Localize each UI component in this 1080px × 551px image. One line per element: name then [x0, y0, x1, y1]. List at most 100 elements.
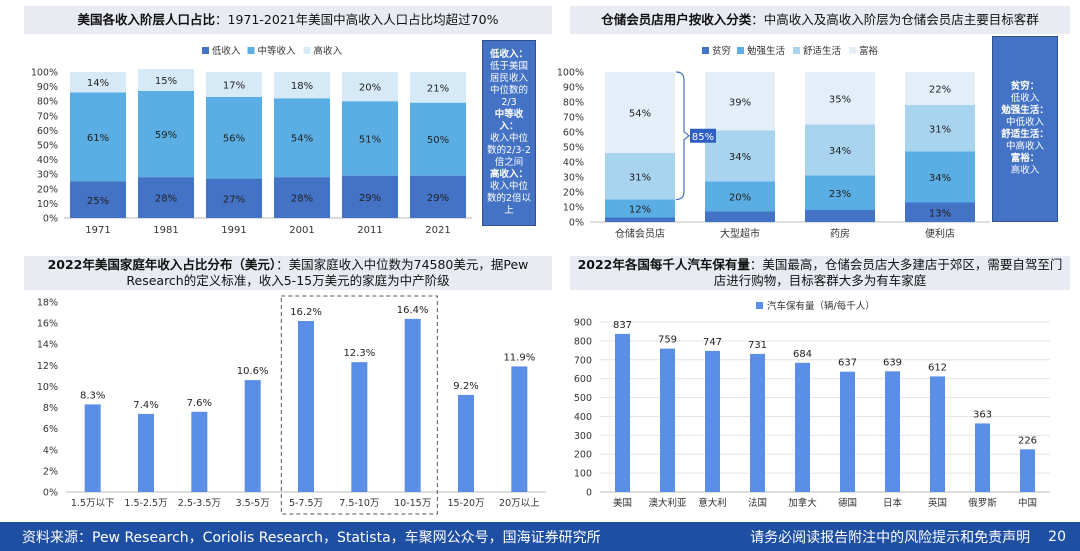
bar-segment: [70, 92, 126, 182]
p4-title-rest: ：美国最高，仓储会员店大多建店于郊区，需要自驾至门店进行购物，目标客群大多为有车…: [713, 257, 1063, 288]
data-label: 39%: [729, 97, 751, 108]
x-tick-label: 20万以上: [499, 498, 540, 509]
bar-segment: [410, 102, 466, 176]
bar: [705, 350, 720, 492]
bar: [660, 348, 675, 492]
data-label: 31%: [929, 124, 951, 135]
bar-segment: [705, 72, 775, 131]
y-tick-label: 500: [574, 393, 592, 404]
p1-title-bold: 美国各收入阶层人口占比: [77, 12, 216, 27]
p3-title-bold: 2022年美国家庭年收入占比分布（美元）: [47, 257, 277, 272]
p1-note-body: 低于美国居民收入中位数的2/3: [489, 61, 528, 108]
data-label: 20%: [359, 83, 381, 94]
data-label: 25%: [87, 196, 109, 207]
bar-segment: [605, 217, 675, 222]
bracket-label-bg: [690, 128, 716, 143]
x-tick-label: 2011: [357, 225, 382, 236]
y-tick-label: 16%: [37, 319, 58, 330]
page-number: 20: [1048, 528, 1066, 545]
bar-segment: [70, 72, 126, 93]
bar-segment: [605, 72, 675, 153]
data-label: 17%: [223, 80, 245, 91]
bar: [298, 321, 314, 492]
bar: [191, 411, 208, 492]
bar-segment: [410, 175, 466, 218]
bar: [840, 371, 855, 492]
x-tick-label: 1.5万以下: [71, 498, 115, 509]
data-label: 226: [1018, 435, 1037, 446]
y-tick-label: 4%: [43, 445, 58, 456]
bar: [138, 413, 154, 492]
legend-swatch: [849, 47, 856, 54]
p1-note: 低收入： 低于美国居民收入中位数的2/3 中等收入： 收入中位数的2/3-2倍之间 高收…: [482, 40, 536, 226]
bar-segment: [274, 72, 330, 99]
x-tick-label: 大型超市: [720, 227, 760, 240]
y-tick-label: 20%: [563, 188, 584, 199]
data-label: 50%: [427, 135, 449, 146]
y-tick-label: 100: [574, 469, 592, 480]
bar-segment: [805, 210, 875, 222]
bar-segment: [138, 90, 194, 178]
footer: 资料来源：Pew Research，Coriolis Research，Stat…: [0, 522, 1080, 551]
bar-segment: [805, 72, 875, 125]
p1-chart: 0% 10% 20% 30% 40% 50% 60% 70% 80% 90% 100% 低收入 中等收入…: [31, 45, 472, 236]
data-label: 15%: [155, 76, 177, 87]
bar-segment: [705, 211, 775, 222]
p2-note-head: 舒适生活：: [1001, 129, 1049, 140]
data-label: 731: [748, 340, 767, 351]
data-label: 23%: [829, 189, 851, 200]
legend-swatch: [756, 302, 763, 309]
x-tick-label: 仓储会员店: [615, 227, 665, 240]
y-tick-label: 800: [574, 336, 592, 347]
bar-segment: [206, 178, 262, 218]
data-label: 28%: [291, 194, 313, 205]
x-tick-label: 意大利: [698, 497, 727, 509]
x-tick-label: 1.5-2.5万: [124, 498, 167, 509]
y-tick-label: 80%: [37, 97, 58, 108]
legend-label: 低收入: [212, 45, 241, 57]
y-tick-label: 20%: [37, 184, 58, 195]
y-tick-label: 6%: [43, 424, 58, 435]
bar: [795, 362, 810, 492]
data-label: 9.2%: [453, 381, 478, 392]
p3-title-rest: ：美国家庭收入中位数为74580美元，据Pew Research的定义标准，收入…: [126, 257, 529, 288]
p3-chart: 0% 2% 4% 6% 8% 10% 12% 14% 16% 18% 8.3% 1.5万以下 7.4% 1…: [37, 295, 546, 515]
x-tick-label: 俄罗斯: [968, 497, 997, 509]
data-label: 20%: [729, 193, 751, 204]
p1-note-body: 收入中位数的2倍以上: [486, 181, 532, 216]
legend-label: 高收入: [314, 45, 343, 57]
legend-label: 舒适生活: [803, 45, 842, 57]
y-tick-label: 100%: [557, 68, 584, 79]
bar: [615, 333, 630, 492]
bar-segment: [905, 151, 975, 203]
y-tick-label: 0: [586, 488, 592, 499]
bar-segment: [905, 72, 975, 105]
bar-segment: [274, 177, 330, 218]
bar-segment: [705, 181, 775, 212]
p2-note-head: 贫穷：: [1010, 81, 1040, 92]
bar-segment: [138, 177, 194, 218]
p1-title: 美国各收入阶层人口占比：1971-2021年美国中高收入人口占比均超过70%: [24, 6, 552, 34]
legend-swatch: [702, 47, 709, 54]
data-label: 54%: [291, 134, 313, 145]
bar: [975, 423, 990, 492]
highlight-box: [280, 295, 438, 515]
y-tick-label: 70%: [37, 111, 58, 122]
data-label: 16.2%: [290, 307, 322, 318]
x-tick-label: 2001: [289, 225, 314, 236]
x-tick-label: 日本: [883, 497, 903, 509]
bar-segment: [70, 181, 126, 218]
y-tick-label: 0%: [43, 488, 58, 499]
legend-swatch: [303, 47, 311, 54]
p1-note-head: 中等收入：: [494, 109, 524, 132]
bar: [458, 394, 474, 492]
y-tick-label: 2%: [43, 466, 58, 477]
x-tick-label: 5-7.5万: [289, 498, 323, 509]
p1-note-head: 高收入：: [489, 169, 528, 180]
bar: [404, 318, 421, 492]
y-tick-label: 60%: [563, 128, 584, 139]
bar-segment: [342, 101, 398, 176]
p2-note-body: 高收入: [1010, 165, 1040, 176]
bar-segment: [905, 202, 975, 222]
data-label: 13%: [929, 208, 951, 219]
